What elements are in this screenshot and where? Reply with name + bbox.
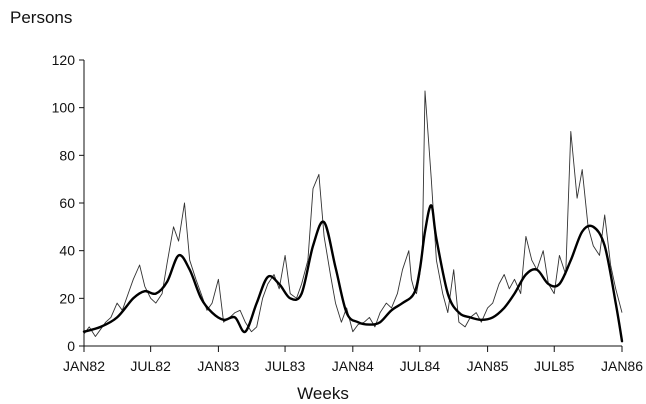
x-tick-label: JAN86 (601, 358, 643, 374)
weekly-series-line (83, 90, 623, 337)
y-tick-label: 40 (59, 243, 75, 259)
x-tick-label: JUL82 (130, 358, 171, 374)
y-axis-label: Persons (10, 8, 73, 27)
x-axis-label: Weeks (297, 384, 349, 403)
y-tick-label: 20 (59, 290, 75, 306)
y-tick-label: 0 (67, 338, 75, 354)
y-tick-label: 120 (52, 52, 76, 68)
x-tick-label: JAN83 (197, 358, 239, 374)
y-tick-label: 80 (59, 147, 75, 163)
x-tick-label: JAN84 (332, 358, 374, 374)
x-tick-label: JAN82 (63, 358, 105, 374)
x-tick-label: JUL83 (265, 358, 306, 374)
x-tick-label: JUL84 (400, 358, 441, 374)
y-tick-label: 100 (52, 100, 76, 116)
chart-axes: 0 20 40 60 80 100 120 JAN82 JUL82 JAN83 JUL83 JAN84… (52, 52, 644, 374)
chart-series (82, 90, 624, 343)
x-tick-label: JAN85 (467, 358, 509, 374)
x-tick-label: JUL85 (534, 358, 575, 374)
smoothed-series-line (82, 204, 624, 343)
y-tick-label: 60 (59, 195, 75, 211)
